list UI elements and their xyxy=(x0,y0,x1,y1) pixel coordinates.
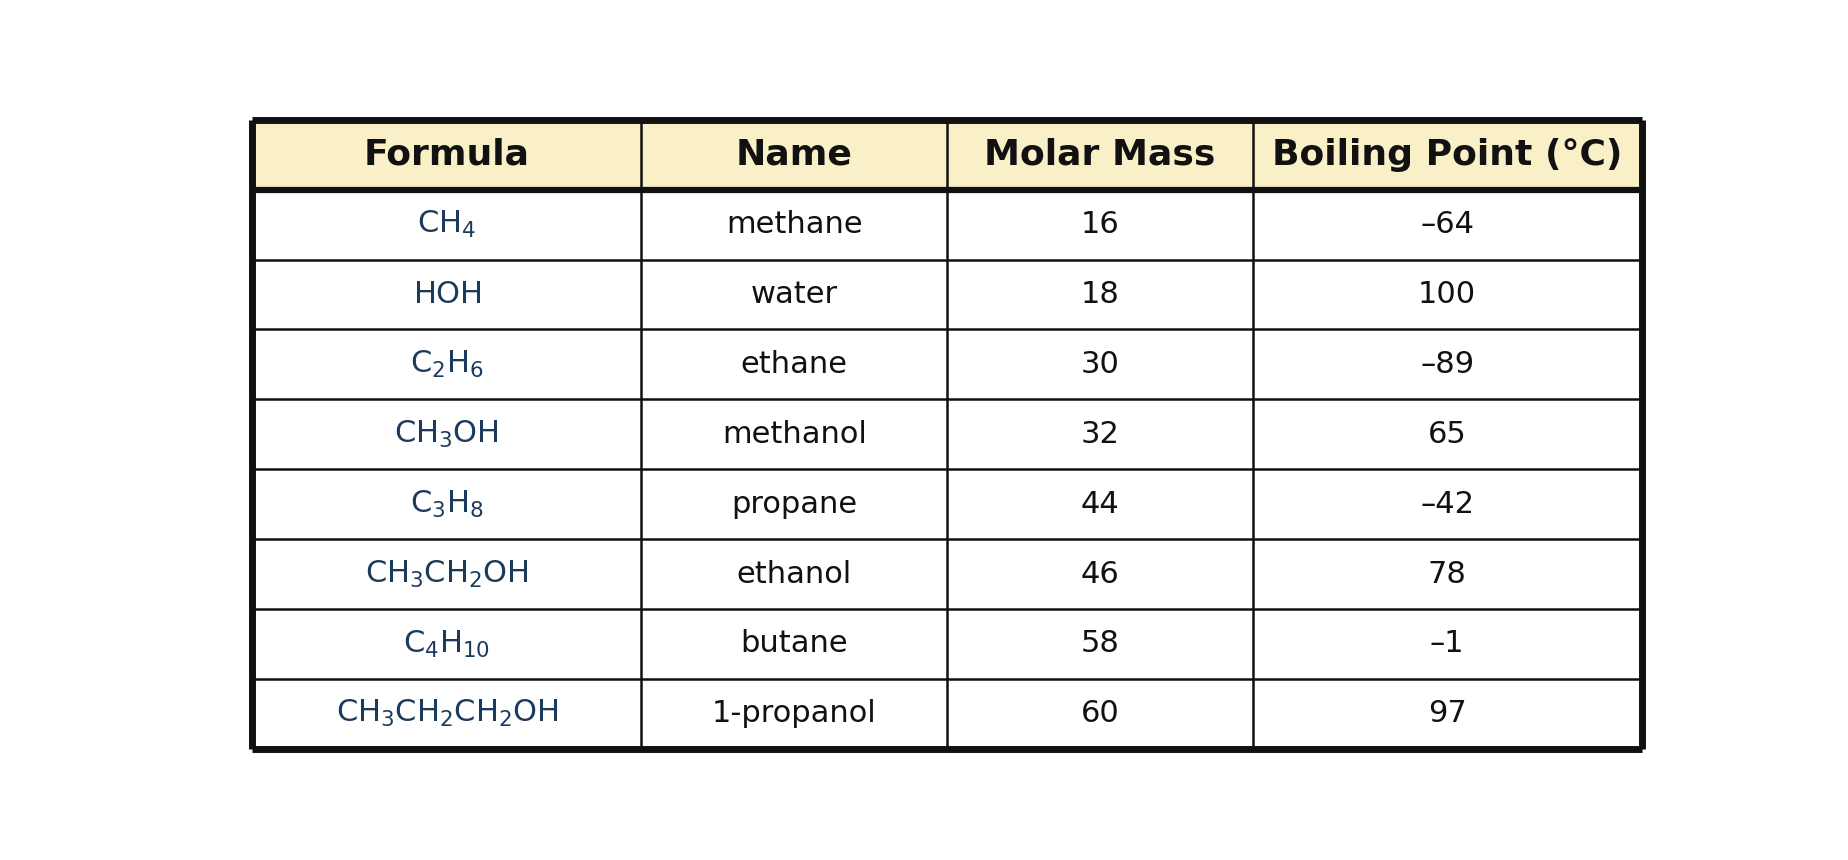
Text: –64: –64 xyxy=(1421,210,1475,239)
Bar xyxy=(1253,539,1641,609)
Bar xyxy=(253,470,641,539)
Text: 100: 100 xyxy=(1417,280,1477,309)
Text: Boiling Point (°C): Boiling Point (°C) xyxy=(1271,138,1623,172)
Bar xyxy=(948,609,1253,679)
Text: Formula: Formula xyxy=(364,138,530,172)
Text: $\mathregular{C_4H_{10}}$: $\mathregular{C_4H_{10}}$ xyxy=(403,629,490,660)
Bar xyxy=(1253,679,1641,749)
Text: propane: propane xyxy=(732,489,857,519)
Bar xyxy=(948,120,1253,190)
Bar xyxy=(253,260,641,329)
Bar xyxy=(1253,609,1641,679)
Bar xyxy=(641,399,948,470)
Text: ethanol: ethanol xyxy=(737,560,852,588)
Text: 60: 60 xyxy=(1081,699,1120,728)
Bar xyxy=(641,470,948,539)
Text: $\mathregular{C_3H_8}$: $\mathregular{C_3H_8}$ xyxy=(410,488,484,519)
Text: Molar Mass: Molar Mass xyxy=(985,138,1216,172)
Text: Name: Name xyxy=(736,138,852,172)
Text: $\mathregular{HOH}$: $\mathregular{HOH}$ xyxy=(412,280,482,309)
Text: –89: –89 xyxy=(1419,350,1475,379)
Text: 46: 46 xyxy=(1081,560,1120,588)
Bar xyxy=(1253,399,1641,470)
Text: water: water xyxy=(750,280,837,309)
Bar xyxy=(253,120,641,190)
Bar xyxy=(1253,190,1641,260)
Bar xyxy=(253,399,641,470)
Text: 97: 97 xyxy=(1429,699,1467,728)
Text: 44: 44 xyxy=(1081,489,1120,519)
Text: 58: 58 xyxy=(1081,630,1120,659)
Bar xyxy=(253,609,641,679)
Bar xyxy=(948,260,1253,329)
Bar xyxy=(948,399,1253,470)
Bar xyxy=(253,329,641,399)
Bar xyxy=(948,190,1253,260)
Text: 18: 18 xyxy=(1081,280,1120,309)
Bar xyxy=(948,679,1253,749)
Bar xyxy=(641,539,948,609)
Text: $\mathregular{CH_4}$: $\mathregular{CH_4}$ xyxy=(418,209,477,240)
Text: $\mathregular{CH_3CH_2CH_2OH}$: $\mathregular{CH_3CH_2CH_2OH}$ xyxy=(336,698,558,729)
Text: $\mathregular{CH_3OH}$: $\mathregular{CH_3OH}$ xyxy=(394,419,499,450)
Bar xyxy=(1253,470,1641,539)
Text: ethane: ethane xyxy=(741,350,848,379)
Bar xyxy=(641,190,948,260)
Bar xyxy=(641,120,948,190)
Bar xyxy=(1253,260,1641,329)
Bar xyxy=(1253,329,1641,399)
Bar xyxy=(641,609,948,679)
Text: –1: –1 xyxy=(1430,630,1464,659)
Bar xyxy=(641,679,948,749)
Text: 78: 78 xyxy=(1429,560,1467,588)
Text: $\mathregular{C_2H_6}$: $\mathregular{C_2H_6}$ xyxy=(410,349,484,380)
Text: –42: –42 xyxy=(1421,489,1475,519)
Text: 30: 30 xyxy=(1081,350,1120,379)
Bar xyxy=(641,329,948,399)
Text: 65: 65 xyxy=(1429,420,1467,449)
Text: 32: 32 xyxy=(1081,420,1120,449)
Bar xyxy=(641,260,948,329)
Text: methanol: methanol xyxy=(723,420,867,449)
Text: methane: methane xyxy=(726,210,863,239)
Text: butane: butane xyxy=(741,630,848,659)
Bar xyxy=(948,329,1253,399)
Text: $\mathregular{CH_3CH_2OH}$: $\mathregular{CH_3CH_2OH}$ xyxy=(366,558,529,590)
Bar xyxy=(253,679,641,749)
Bar xyxy=(1253,120,1641,190)
Bar xyxy=(253,539,641,609)
Bar xyxy=(253,190,641,260)
Text: 1-propanol: 1-propanol xyxy=(711,699,876,728)
Bar xyxy=(948,470,1253,539)
Bar xyxy=(948,539,1253,609)
Text: 16: 16 xyxy=(1081,210,1120,239)
